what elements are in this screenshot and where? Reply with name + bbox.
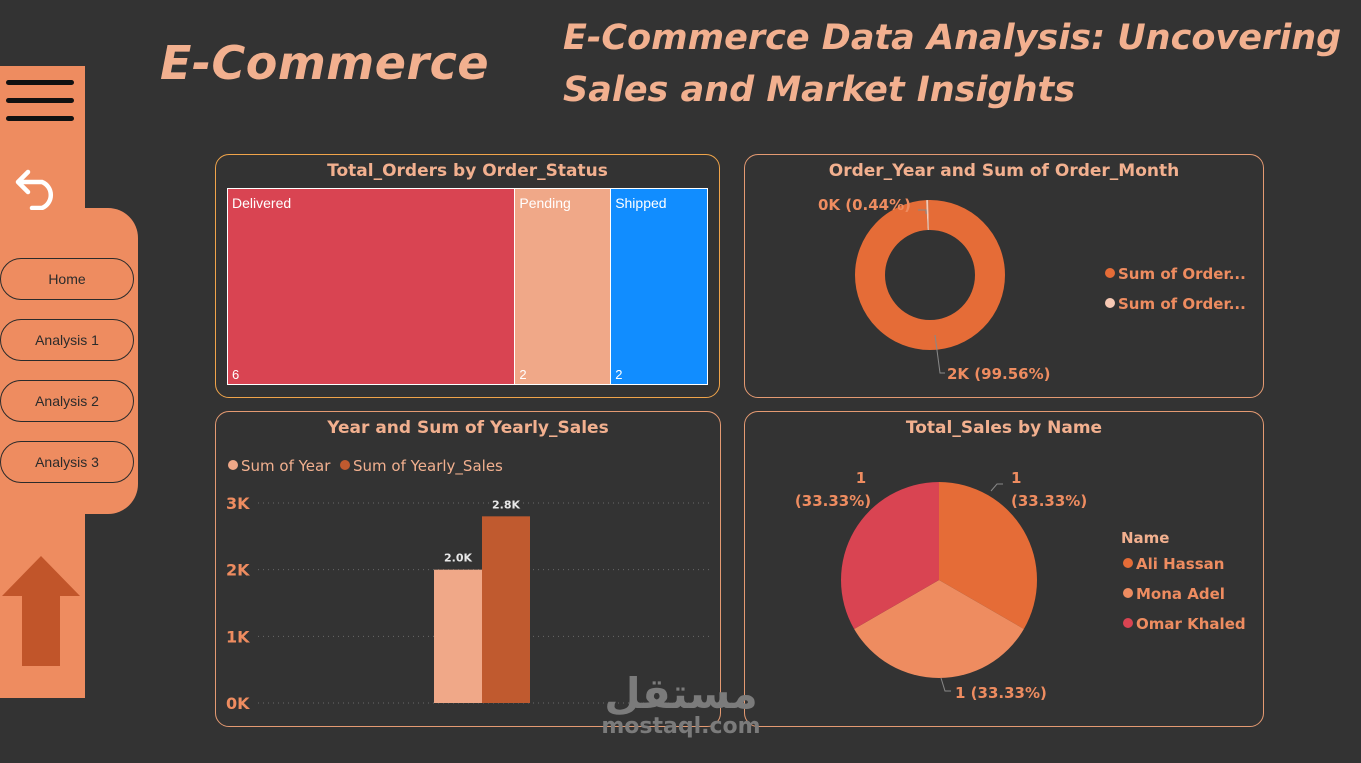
bar <box>482 516 530 703</box>
watermark: مستقل mostaql.com <box>596 672 766 738</box>
tile-value: 2 <box>519 367 527 382</box>
y-tick-label: 1K <box>226 627 250 646</box>
chart-title: Total_Orders by Order_Status <box>327 161 608 181</box>
chart-title: Year and Sum of Yearly_Sales <box>327 418 609 438</box>
legend-item[interactable]: Mona Adel <box>1123 585 1225 603</box>
donut-chart: 0K (0.44%) 2K (99.56%) <box>818 196 1051 383</box>
y-tick-label: 0K <box>226 694 250 713</box>
nav-analysis-2-button[interactable]: Analysis 2 <box>0 380 134 422</box>
data-label: 1 (33.33%) <box>955 684 1047 702</box>
pie-slice-omar-khaled <box>841 482 939 629</box>
leader-line <box>940 677 951 692</box>
data-label: 1 <box>856 469 866 487</box>
treemap-tile-pending[interactable]: Pending 2 <box>515 189 612 384</box>
legend-label: Omar Khaled <box>1136 615 1246 633</box>
data-label: (33.33%) <box>1011 492 1087 510</box>
legend-label: Ali Hassan <box>1136 555 1225 573</box>
treemap: Delivered 6 Pending 2 Shipped 2 <box>227 188 708 385</box>
tile-value: 6 <box>232 367 240 382</box>
nav-analysis-1-button[interactable]: Analysis 1 <box>0 319 134 361</box>
bar-value-label: 2.0K <box>444 552 472 565</box>
treemap-card[interactable]: Total_Orders by Order_Status Delivered 6 P… <box>215 154 720 398</box>
pie-chart: 1 (33.33%) 1 (33.33%) 1 (33.33%) <box>795 469 1087 702</box>
chart-title: Order_Year and Sum of Order_Month <box>828 161 1180 181</box>
bar-chart: 0K 1K 2K 3K 2.0K 2.8K <box>226 494 710 713</box>
bar-value-label: 2.8K <box>492 498 520 511</box>
legend-label: Sum of Year <box>241 457 331 475</box>
tile-label: Pending <box>519 195 571 211</box>
donut-slice <box>855 200 1005 350</box>
bar-chart-card[interactable]: Year and Sum of Yearly_Sales Sum of Year… <box>215 411 721 727</box>
nav-home-button[interactable]: Home <box>0 258 134 300</box>
legend-item[interactable]: Sum of Order... <box>1105 265 1246 283</box>
legend-label: Sum of Order... <box>1118 265 1246 283</box>
leader-line <box>934 334 945 374</box>
tile-label: Shipped <box>615 195 667 211</box>
watermark-latin: mostaql.com <box>601 714 761 739</box>
legend-item[interactable]: Sum of Yearly_Sales <box>340 457 503 475</box>
tile-value: 2 <box>615 367 623 382</box>
page-title: E-Commerce Data Analysis: Uncovering Sal… <box>563 18 1342 110</box>
watermark-arabic: مستقل <box>604 669 758 718</box>
nav-analysis-3-button[interactable]: Analysis 3 <box>0 441 134 483</box>
legend-item[interactable]: Omar Khaled <box>1123 615 1246 633</box>
tile-label: Delivered <box>232 195 292 211</box>
legend-item[interactable]: Sum of Order... <box>1105 295 1246 313</box>
data-label: (33.33%) <box>795 492 871 510</box>
leader-line <box>990 483 1003 492</box>
brand-title: E-Commerce <box>160 36 490 90</box>
pie-card[interactable]: Total_Sales by Name 1 (33.33%) 1 (33.33%) 1… <box>744 411 1264 727</box>
legend-label: Sum of Order... <box>1118 295 1246 313</box>
legend-label: Mona Adel <box>1136 585 1225 603</box>
legend-item[interactable]: Sum of Year <box>228 457 330 475</box>
data-label: 0K (0.44%) <box>818 196 911 214</box>
donut-card[interactable]: Order_Year and Sum of Order_Month 0K (0.… <box>744 154 1264 398</box>
bar <box>434 569 482 703</box>
treemap-tile-shipped[interactable]: Shipped 2 <box>611 189 707 384</box>
legend-item[interactable]: Ali Hassan <box>1123 555 1224 573</box>
data-label: 1 <box>1011 469 1021 487</box>
data-label: 2K (99.56%) <box>947 365 1050 383</box>
menu-icon[interactable] <box>6 80 74 128</box>
up-arrow-icon[interactable] <box>2 556 80 666</box>
y-tick-label: 3K <box>226 494 250 513</box>
legend-label: Sum of Yearly_Sales <box>353 457 503 475</box>
pie-slice-mona-adel <box>854 580 1024 678</box>
pie-slice-ali-hassan <box>939 482 1037 629</box>
back-icon[interactable] <box>14 158 64 211</box>
y-tick-label: 2K <box>226 561 250 580</box>
treemap-tile-delivered[interactable]: Delivered 6 <box>228 189 516 384</box>
chart-title: Total_Sales by Name <box>905 418 1103 438</box>
leader-line <box>918 209 927 214</box>
legend-title: Name <box>1121 529 1170 547</box>
